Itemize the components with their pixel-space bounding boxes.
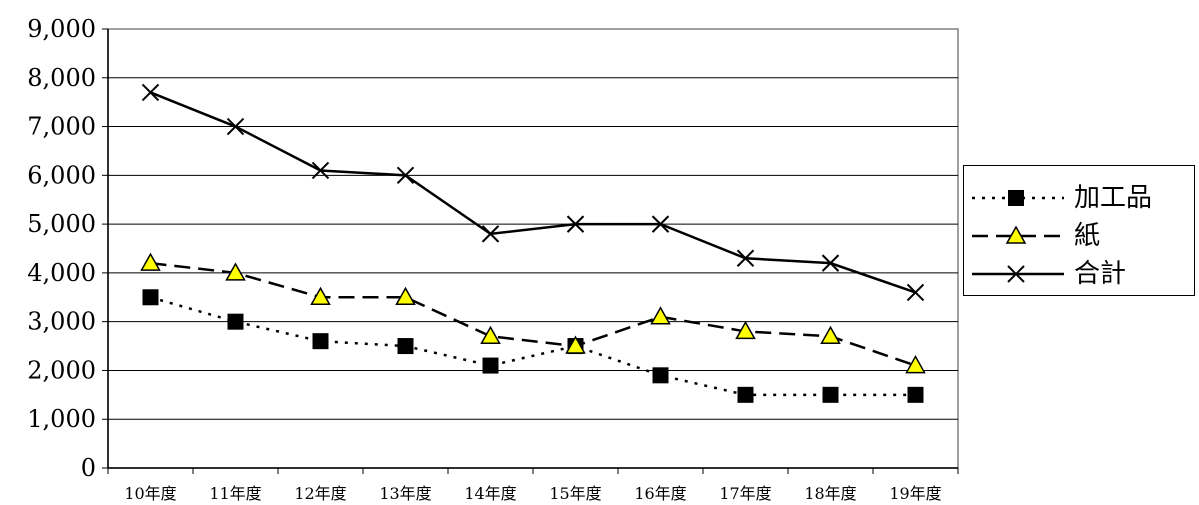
y-tick-label: 6,000 xyxy=(27,161,96,189)
triangle-marker-icon xyxy=(1005,225,1027,244)
x-tick-label: 13年度 xyxy=(379,484,431,503)
data-point-square xyxy=(822,386,839,403)
legend: 加工品 紙 合計 xyxy=(963,165,1195,296)
y-tick-label: 7,000 xyxy=(27,113,96,141)
x-tick-label: 16年度 xyxy=(634,484,686,503)
series-group xyxy=(140,83,926,403)
data-point-triangle xyxy=(395,286,416,306)
legend-swatch-paper xyxy=(972,225,1064,244)
square-marker-icon xyxy=(1008,190,1024,206)
plot-area xyxy=(107,28,959,469)
legend-swatch-processed xyxy=(972,190,1064,206)
data-point-triangle xyxy=(310,286,331,306)
x-tick-label: 17年度 xyxy=(719,484,771,503)
y-tick-label: 8,000 xyxy=(27,64,96,92)
data-point-x xyxy=(311,161,330,180)
x-tick-label: 10年度 xyxy=(124,484,176,503)
data-point-x xyxy=(141,83,160,102)
data-point-x xyxy=(481,225,500,243)
data-point-square xyxy=(482,357,499,374)
series-line xyxy=(150,296,916,397)
y-tick-label: 0 xyxy=(81,454,96,482)
legend-item-paper: 紙 xyxy=(964,216,1194,256)
y-axis: 0 1,000 2,000 3,000 4,000 5,000 6,000 7,000 8,00… xyxy=(27,15,109,482)
x-tick-label: 12年度 xyxy=(294,484,346,503)
data-point-square xyxy=(737,386,754,403)
legend-label-total: 合計 xyxy=(1074,259,1127,289)
data-point-x xyxy=(566,215,585,233)
series-line xyxy=(150,261,916,367)
x-axis: 10年度 11年度 12年度 13年度 14年度 15年度 16年度 17年度 18年度 19年度 xyxy=(107,467,959,503)
legend-swatch-total xyxy=(972,265,1064,283)
data-point-x xyxy=(226,117,245,136)
y-tick-label: 4,000 xyxy=(27,259,96,287)
data-point-triangle xyxy=(225,262,246,281)
series-line xyxy=(150,91,916,294)
data-point-triangle xyxy=(565,335,586,354)
legend-item-processed: 加工品 xyxy=(964,178,1194,218)
data-point-triangle xyxy=(650,306,671,325)
y-tick-label: 3,000 xyxy=(27,308,96,336)
legend-label-processed: 加工品 xyxy=(1074,183,1153,213)
x-tick-label: 15年度 xyxy=(549,484,601,503)
data-point-triangle xyxy=(905,355,926,374)
data-point-x xyxy=(906,283,925,302)
data-point-x xyxy=(821,254,840,272)
legend-item-total: 合計 xyxy=(964,254,1194,294)
data-point-square xyxy=(652,367,669,384)
y-tick-label: 2,000 xyxy=(27,356,96,384)
data-point-x xyxy=(651,215,670,233)
data-point-x xyxy=(396,166,415,185)
y-tick-label: 1,000 xyxy=(27,405,96,433)
data-point-triangle xyxy=(140,252,161,271)
y-tick-label: 9,000 xyxy=(27,15,96,43)
gridlines xyxy=(108,77,958,420)
legend-label-paper: 紙 xyxy=(1074,221,1101,251)
x-tick-label: 19年度 xyxy=(889,484,941,503)
data-point-x xyxy=(736,249,755,267)
data-point-square xyxy=(397,338,414,355)
data-point-triangle xyxy=(735,320,756,340)
x-tick-label: 14年度 xyxy=(464,484,516,503)
y-tick-label: 5,000 xyxy=(27,210,96,238)
data-point-square xyxy=(907,386,924,403)
data-point-triangle xyxy=(480,325,501,345)
x-tick-label: 18年度 xyxy=(804,484,856,503)
data-point-square xyxy=(227,313,244,330)
data-point-square xyxy=(312,333,329,350)
x-tick-label: 11年度 xyxy=(209,484,261,503)
data-point-square xyxy=(142,289,159,306)
data-point-triangle xyxy=(820,325,841,345)
